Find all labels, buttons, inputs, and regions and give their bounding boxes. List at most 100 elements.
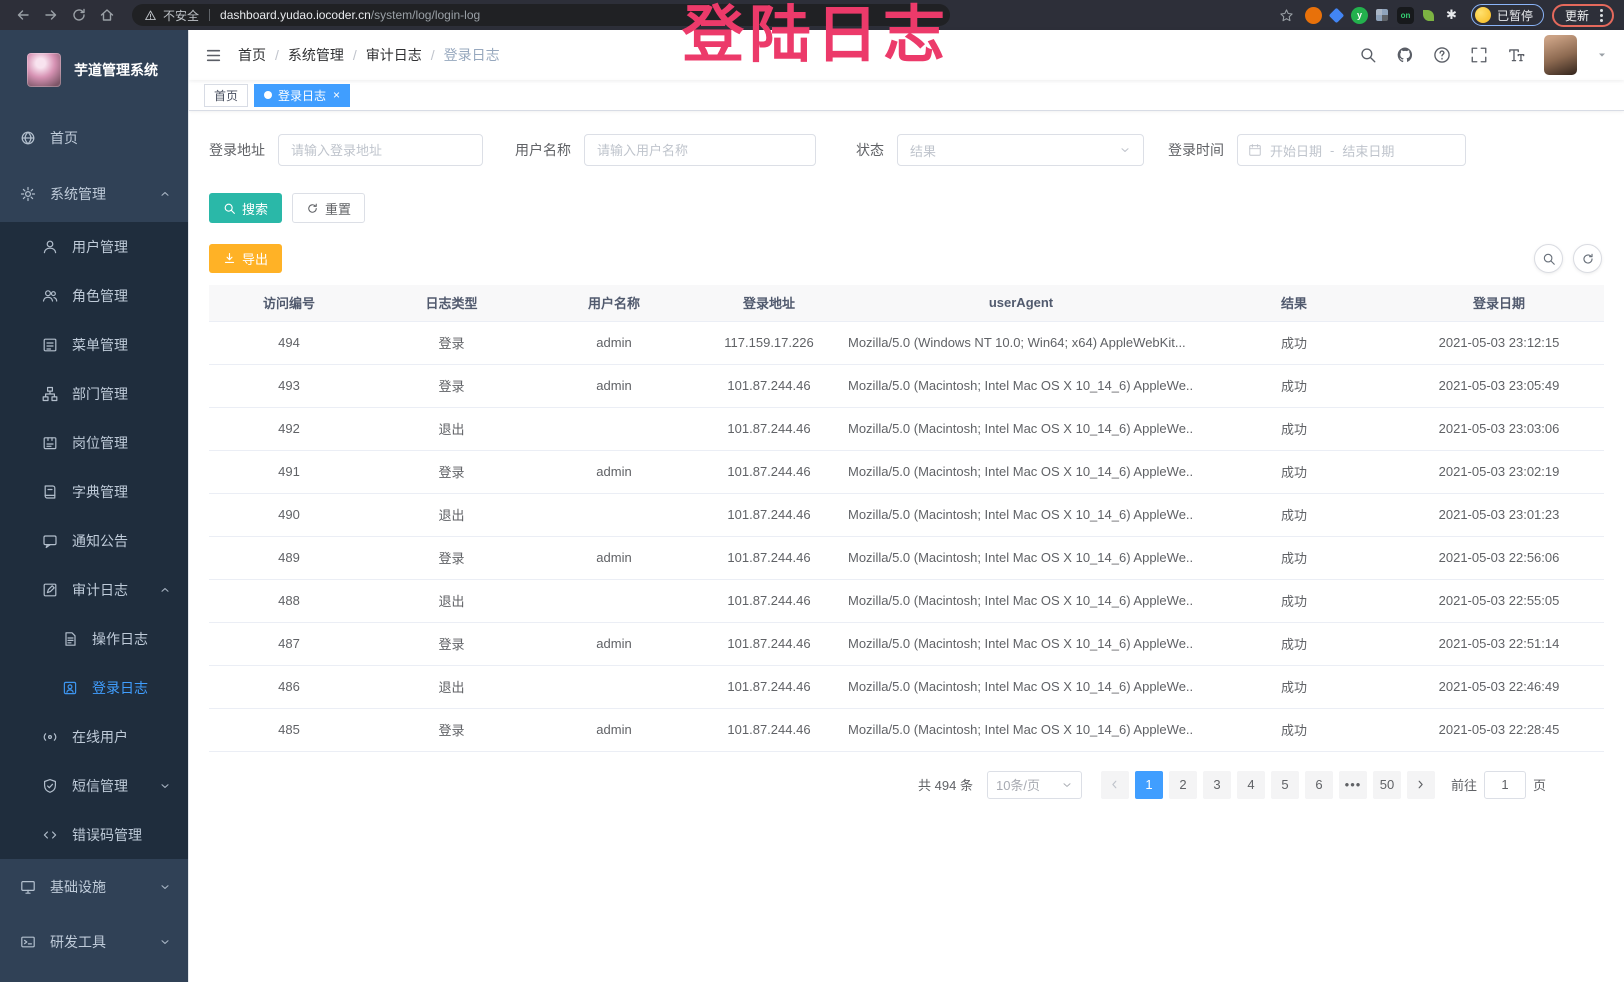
sidebar-item-通知公告[interactable]: 通知公告	[0, 516, 188, 565]
browser-back-icon[interactable]	[10, 3, 36, 27]
start-date-placeholder: 开始日期	[1270, 143, 1323, 159]
page-size-select[interactable]: 10条/页	[986, 770, 1082, 799]
caret-down-icon[interactable]	[1596, 49, 1608, 61]
sidebar-item-字典管理[interactable]: 字典管理	[0, 467, 188, 516]
address-bar[interactable]: 不安全 dashboard.yudao.iocoder.cn/system/lo…	[132, 4, 950, 26]
sidebar-item-菜单管理[interactable]: 菜单管理	[0, 320, 188, 369]
goto-page-input[interactable]	[1483, 770, 1526, 799]
hamburger-icon[interactable]	[189, 47, 238, 64]
extension-puzzle[interactable]: ✱	[1446, 7, 1457, 22]
sidebar-item-label: 用户管理	[72, 238, 128, 255]
extension-on-badge[interactable]: on	[1396, 6, 1414, 24]
browser-update-button[interactable]: 更新	[1551, 3, 1614, 27]
sidebar-item-label: 角色管理	[72, 287, 128, 304]
sidebar-item-label: 首页	[50, 130, 78, 146]
paused-extension-badge[interactable]: 已暂停	[1470, 4, 1544, 26]
tag-active-dot	[264, 91, 273, 99]
table-cell: 2021-05-03 23:03:06	[1394, 407, 1604, 451]
extension-green-circle[interactable]: y	[1350, 6, 1368, 24]
sidebar-item-登录日志[interactable]: 登录日志	[0, 663, 188, 712]
toggle-search-mini-button[interactable]	[1534, 244, 1563, 273]
username-input[interactable]	[584, 134, 816, 166]
page-button-2[interactable]: 2	[1168, 770, 1197, 799]
browser-forward-icon[interactable]	[38, 3, 64, 27]
sidebar-item-首页[interactable]: 首页	[0, 110, 188, 166]
tag-登录日志[interactable]: 登录日志 ×	[254, 83, 351, 107]
breadcrumb-item[interactable]: 首页	[238, 47, 266, 63]
sidebar-logo-row[interactable]: 芋道管理系统	[0, 30, 188, 110]
sidebar-item-短信管理[interactable]: 短信管理	[0, 761, 188, 810]
sidebar-item-角色管理[interactable]: 角色管理	[0, 271, 188, 320]
sidebar-item-审计日志[interactable]: 审计日志	[0, 565, 188, 614]
page-button-1[interactable]: 1	[1134, 770, 1163, 799]
table-cell: 487	[209, 622, 369, 666]
font-size-icon[interactable]	[1507, 46, 1525, 64]
tag-close-icon[interactable]: ×	[333, 88, 341, 102]
page-button-50[interactable]: 50	[1372, 770, 1401, 799]
table-cell: Mozilla/5.0 (Macintosh; Intel Mac OS X 1…	[844, 708, 1194, 752]
table-cell: 493	[209, 364, 369, 408]
sidebar-item-基础设施[interactable]: 基础设施	[0, 859, 188, 914]
breadcrumb-item[interactable]: 审计日志	[365, 47, 422, 63]
user-avatar[interactable]	[1544, 35, 1577, 75]
fullscreen-icon[interactable]	[1470, 46, 1488, 64]
login-address-label: 登录地址	[209, 142, 265, 158]
next-page-button[interactable]	[1406, 770, 1435, 799]
prev-page-button[interactable]	[1100, 770, 1129, 799]
reset-button[interactable]: 重置	[292, 193, 366, 223]
tag-首页[interactable]: 首页	[204, 83, 249, 107]
top-navbar: 首页 / 系统管理 / 审计日志 / 登录日志	[189, 30, 1624, 80]
help-icon[interactable]	[1433, 46, 1451, 64]
table-cell: admin	[534, 364, 694, 408]
refresh-mini-button[interactable]	[1573, 244, 1602, 273]
search-button-label: 搜索	[242, 201, 269, 217]
browser-reload-icon[interactable]	[66, 3, 92, 27]
page-ellipsis[interactable]: •••	[1338, 770, 1367, 799]
page-button-3[interactable]: 3	[1202, 770, 1231, 799]
sidebar-item-错误码管理[interactable]: 错误码管理	[0, 810, 188, 859]
table-cell: 退出	[369, 407, 534, 451]
login-address-input[interactable]	[278, 134, 483, 166]
daterange-separator: -	[1330, 142, 1335, 158]
search-button[interactable]: 搜索	[209, 193, 283, 223]
table-cell: 485	[209, 708, 369, 752]
sidebar-item-label: 部门管理	[72, 385, 128, 402]
browser-home-icon[interactable]	[94, 3, 120, 27]
sidebar-item-系统管理[interactable]: 系统管理	[0, 166, 188, 222]
extension-blue-kite[interactable]	[1328, 7, 1345, 24]
app-logo-avatar	[27, 53, 61, 87]
table-cell: admin	[534, 536, 694, 580]
sidebar-item-岗位管理[interactable]: 岗位管理	[0, 418, 188, 467]
extension-grid[interactable]	[1374, 7, 1391, 24]
table-cell	[534, 665, 694, 709]
error-code-icon	[42, 827, 58, 843]
page-button-6[interactable]: 6	[1304, 770, 1333, 799]
sidebar: 芋道管理系统 首页系统管理 用户管理角色管理菜单管理部门管理岗位管理 字典管理 通知…	[0, 30, 189, 982]
bookmark-star-icon[interactable]	[1279, 8, 1294, 23]
pagination-total: 共 494 条	[918, 778, 973, 793]
page-unit-label: 页	[1532, 778, 1546, 793]
extension-leaf[interactable]	[1420, 7, 1437, 24]
sidebar-item-研发工具[interactable]: 研发工具	[0, 914, 188, 969]
status-select[interactable]: 结果	[897, 134, 1144, 166]
sidebar-item-label: 系统管理	[50, 186, 106, 202]
sidebar-item-用户管理[interactable]: 用户管理	[0, 222, 188, 271]
table-row: 490 退出 101.87.244.46 Mozilla/5.0 (Macintosh…	[209, 493, 1604, 537]
search-icon[interactable]	[1359, 46, 1377, 64]
extension-orange-circle[interactable]	[1304, 6, 1322, 24]
sidebar-item-操作日志[interactable]: 操作日志	[0, 614, 188, 663]
github-icon[interactable]	[1396, 46, 1414, 64]
login-time-daterange[interactable]: 开始日期 - 结束日期	[1237, 134, 1466, 166]
page-button-5[interactable]: 5	[1270, 770, 1299, 799]
export-button[interactable]: 导出	[209, 244, 283, 273]
site-security-chip[interactable]: 不安全	[144, 7, 199, 24]
sidebar-item-在线用户[interactable]: 在线用户	[0, 712, 188, 761]
dictionary-icon	[42, 484, 58, 500]
extensions-row: y on ✱	[1302, 6, 1463, 24]
page-button-4[interactable]: 4	[1236, 770, 1265, 799]
sidebar-item-部门管理[interactable]: 部门管理	[0, 369, 188, 418]
table-cell: 488	[209, 579, 369, 623]
breadcrumb-item[interactable]: 系统管理	[287, 47, 344, 63]
sidebar-submenu: 用户管理角色管理菜单管理部门管理岗位管理 字典管理 通知公告 审计日志 操作日志 登录日志…	[0, 222, 188, 859]
browser-menu-icon[interactable]	[1596, 8, 1607, 22]
